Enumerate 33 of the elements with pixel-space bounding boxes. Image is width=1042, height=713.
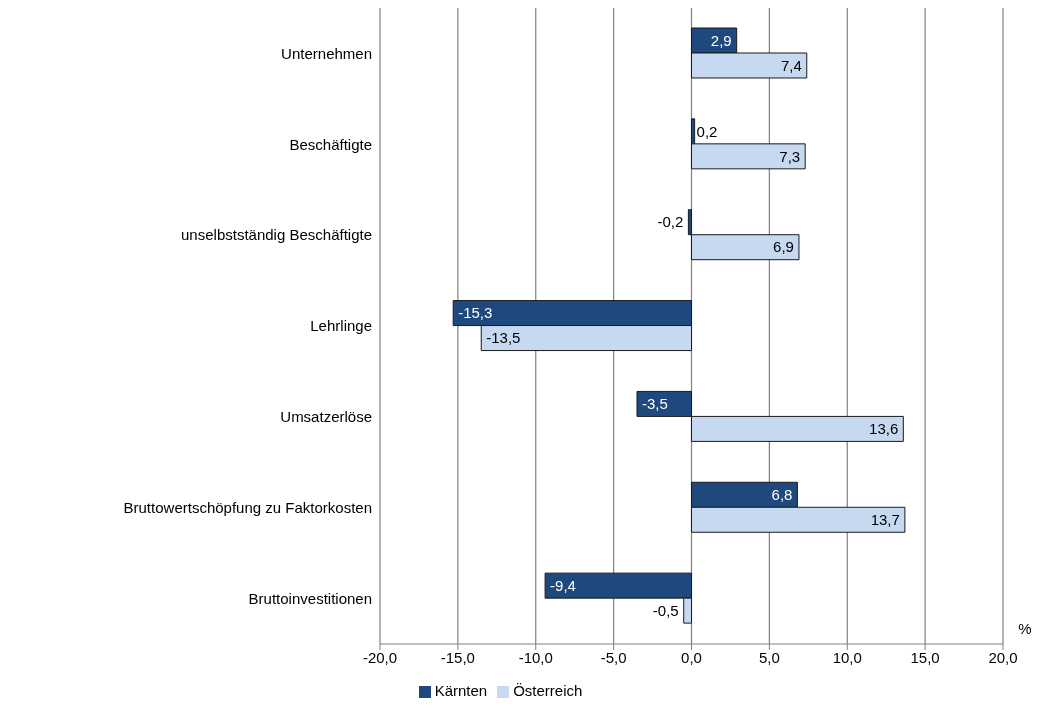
data-label: -0,5 [652,601,679,619]
data-label: 7,4 [780,56,802,74]
x-tick-label: -10,0 [518,648,553,666]
x-tick-label: 15,0 [910,648,940,666]
x-tick-label: -20,0 [362,648,398,666]
data-label: 13,7 [870,511,900,529]
data-label: -0,2 [657,213,684,231]
x-tick-label: 5,0 [758,648,780,666]
x-tick-label: 20,0 [988,648,1018,666]
y-tick-label: unselbstständig Beschäftigte [181,226,372,244]
legend-label: Kärnten [434,682,488,699]
data-label: 2,9 [710,31,732,49]
data-label: -15,3 [458,304,493,322]
x-axis-title: % [1018,620,1032,637]
y-tick-label: Bruttowertschöpfung zu Faktorkosten [123,499,372,517]
y-tick-label: Umsatzerlöse [280,408,372,426]
y-tick-label: Bruttoinvestitionen [248,589,372,607]
data-label: 6,8 [771,486,793,504]
data-label: 0,2 [696,122,718,140]
y-tick-label: Beschäftigte [289,135,372,153]
x-tick-label: -5,0 [600,648,627,666]
y-tick-label: Lehrlinge [310,317,372,335]
data-label: -3,5 [641,395,668,413]
data-label: 6,9 [773,238,794,256]
data-label: 7,3 [779,147,801,165]
x-tick-label: 0,0 [681,648,702,666]
data-label: -9,4 [550,576,576,594]
data-label: -13,5 [486,329,521,347]
x-tick-label: 10,0 [832,648,862,666]
y-tick-label: Unternehmen [281,44,372,62]
x-tick-label: -15,0 [440,648,475,666]
data-label: 13,6 [869,420,899,438]
legend-label: Österreich [513,682,583,699]
